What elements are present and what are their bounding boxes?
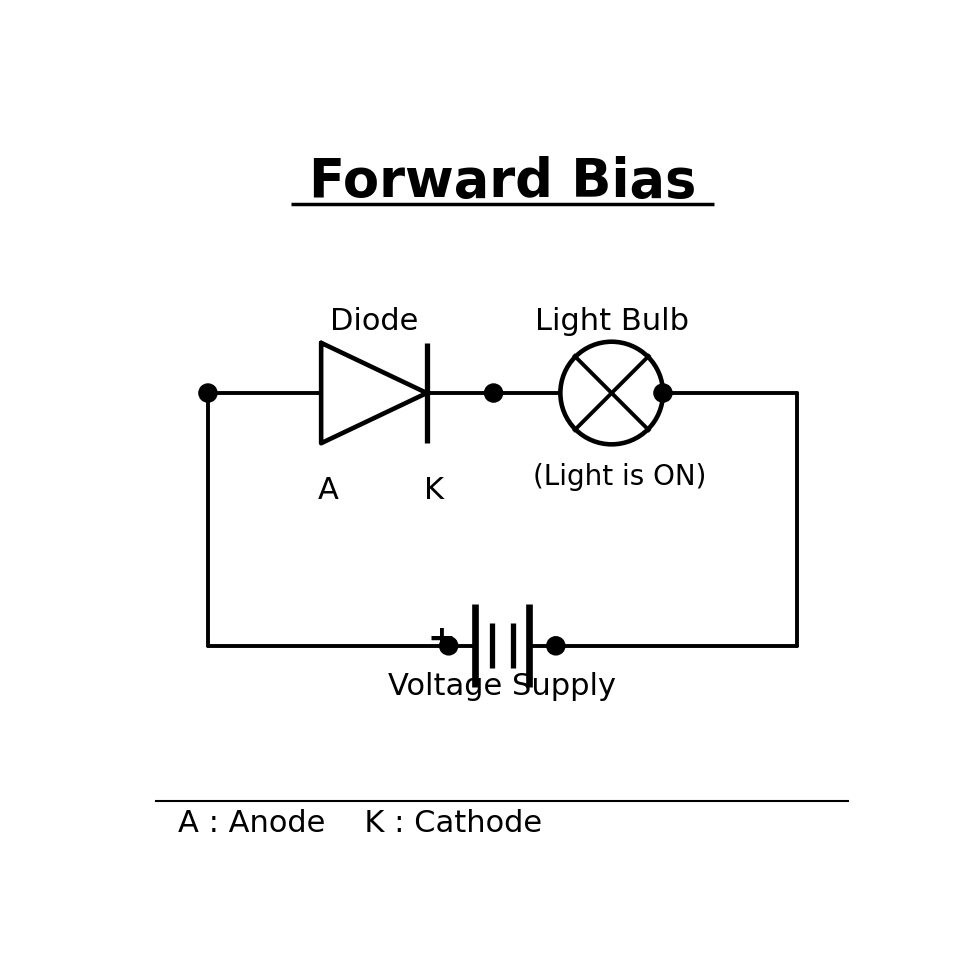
Text: (Light is ON): (Light is ON) bbox=[532, 464, 706, 491]
Text: +: + bbox=[427, 623, 455, 657]
Text: A: A bbox=[318, 476, 339, 505]
Text: -: - bbox=[552, 627, 564, 657]
Circle shape bbox=[484, 384, 503, 402]
Text: Diode: Diode bbox=[330, 308, 418, 336]
Text: Light Bulb: Light Bulb bbox=[535, 308, 689, 336]
Circle shape bbox=[199, 384, 217, 402]
Text: K: K bbox=[424, 476, 444, 505]
Text: A : Anode    K : Cathode: A : Anode K : Cathode bbox=[177, 808, 542, 838]
Circle shape bbox=[547, 637, 564, 655]
Text: Forward Bias: Forward Bias bbox=[309, 156, 696, 208]
Circle shape bbox=[440, 637, 458, 655]
Text: Voltage Supply: Voltage Supply bbox=[388, 672, 616, 702]
Circle shape bbox=[654, 384, 672, 402]
